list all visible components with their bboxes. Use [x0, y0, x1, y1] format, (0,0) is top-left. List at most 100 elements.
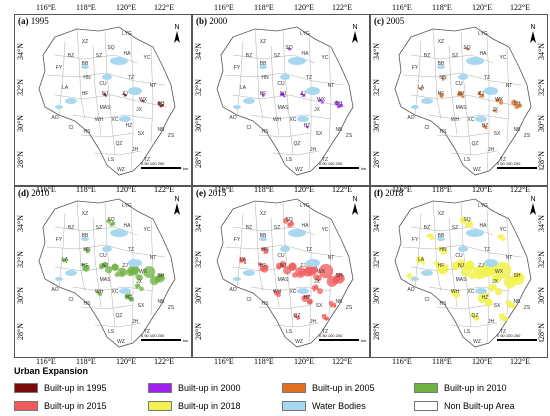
built-up-patch: [407, 277, 411, 280]
legend-swatch: [148, 401, 172, 411]
water-body: [458, 246, 468, 252]
map-2005: LYG XZ SQ HA YC SZ BB FY BZ HN CU TZ NT LA HF NJ ZJ WX MAS…: [394, 24, 545, 176]
built-up-patch: [300, 92, 303, 95]
city-label: XZ: [438, 39, 444, 45]
city-label: LYG: [122, 203, 132, 209]
city-label: XZ: [82, 211, 88, 217]
city-boundary: [254, 28, 264, 120]
north-label: N: [174, 24, 179, 31]
city-label: BB: [438, 61, 445, 67]
legend-item: Built-up in 2018: [148, 400, 241, 412]
city-label: LA: [62, 85, 69, 91]
city-label: JH: [488, 319, 495, 325]
city-label: HA: [302, 223, 310, 229]
city-label: BZ: [246, 225, 252, 231]
built-up-patch: [478, 294, 484, 299]
legend-swatch: [282, 401, 306, 411]
city-boundary: [104, 30, 116, 156]
built-up-patch: [459, 216, 468, 224]
city-label: HF: [260, 91, 267, 97]
built-up-patch: [467, 48, 470, 51]
built-up-patch: [157, 101, 162, 106]
water-body: [243, 98, 255, 104]
city-label: HZ: [482, 123, 489, 129]
city-label: BB: [438, 233, 445, 239]
city-label: WZ: [473, 167, 481, 173]
city-boundary: [282, 30, 294, 156]
latitude-label-right: 28°N: [537, 323, 546, 340]
city-label: NB: [514, 299, 522, 305]
scale-bar-unit: km: [539, 166, 545, 171]
north-label: N: [530, 24, 535, 31]
built-up-patch: [332, 302, 337, 307]
water-body: [110, 229, 128, 237]
built-up-patch: [494, 275, 502, 283]
legend-swatch: [414, 383, 438, 393]
built-up-patch: [283, 95, 286, 98]
city-label: YC: [144, 227, 151, 233]
longitude-label-top: 120°E: [472, 3, 493, 12]
city-label: NT: [506, 255, 513, 261]
built-up-patch: [82, 266, 87, 271]
city-label: TZ: [500, 329, 506, 335]
city-label: SH: [336, 273, 343, 279]
scale-bar-unit: km: [539, 338, 545, 343]
city-label: HA: [480, 223, 488, 229]
built-up-patch: [492, 109, 495, 112]
legend-swatch: [14, 383, 38, 393]
built-up-patch: [422, 261, 426, 265]
built-up-patch: [306, 299, 313, 305]
built-up-patch: [106, 218, 112, 224]
city-label: JX: [492, 107, 499, 113]
built-up-patch: [123, 93, 125, 95]
city-label: MAS: [278, 105, 290, 111]
built-up-patch: [484, 127, 488, 130]
built-up-patch: [128, 297, 134, 302]
city-label: JX: [314, 107, 321, 113]
built-up-patch: [443, 78, 445, 81]
built-up-patch: [306, 126, 309, 129]
city-label: WH: [451, 117, 460, 123]
longitude-label-top: 120°E: [116, 3, 137, 12]
city-label: HZ: [304, 123, 311, 129]
city-label: BZ: [68, 53, 74, 59]
city-label: HS: [84, 129, 92, 135]
built-up-patch: [125, 293, 129, 297]
city-label: WX: [317, 269, 326, 275]
city-label: NT: [506, 83, 513, 89]
built-up-patch: [316, 288, 323, 295]
built-up-patch: [505, 299, 512, 306]
water-body: [466, 57, 484, 65]
longitude-label-bottom: 120°E: [116, 185, 137, 194]
built-up-patch: [436, 265, 444, 273]
city-label: ZS: [524, 305, 531, 311]
latitude-label: 32°N: [16, 79, 25, 96]
longitude-label-bottom: 116°E: [36, 185, 56, 194]
built-up-patch: [483, 125, 485, 128]
legend-item: Built-up in 2005: [282, 382, 375, 394]
longitude-label-bottom: 120°E: [116, 357, 137, 366]
city-label: CI: [69, 297, 74, 303]
latitude-label: 28°N: [372, 151, 381, 168]
panel-letter: (b): [196, 16, 207, 26]
built-up-patch: [261, 247, 266, 251]
built-up-patch: [475, 316, 480, 321]
built-up-patch: [302, 295, 306, 299]
built-up-patch: [305, 125, 308, 128]
latitude-label: 32°N: [194, 251, 203, 268]
built-up-patch: [421, 89, 423, 91]
scale-bar: [319, 339, 359, 341]
water-body: [102, 74, 112, 80]
legend-label: Built-up in 2000: [178, 383, 241, 393]
city-label: TZ: [322, 157, 328, 163]
longitude-label-bottom: 116°E: [392, 357, 412, 366]
water-body: [306, 87, 320, 95]
built-up-patch: [334, 100, 340, 106]
water-body: [233, 277, 241, 281]
city-label: SZ: [96, 225, 102, 231]
built-up-patch: [275, 262, 283, 269]
legend-label: Built-up in 1995: [44, 383, 107, 393]
built-up-patch: [473, 315, 476, 319]
city-boundary: [46, 72, 166, 86]
city-label: LYG: [478, 31, 488, 37]
